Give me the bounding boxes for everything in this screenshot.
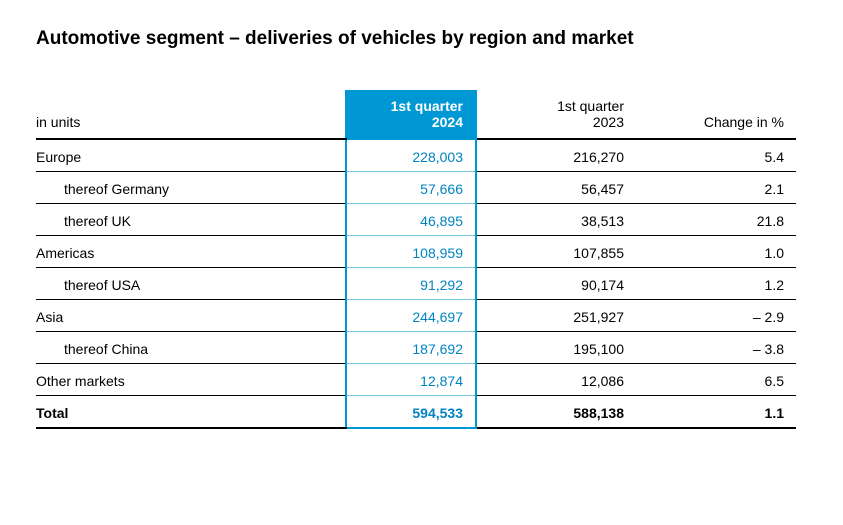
table-row: Asia 244,697 251,927 – 2.9 [36,300,796,332]
row-2023: 56,457 [476,172,636,204]
header-change: Change in % [636,90,796,139]
row-2024: 228,003 [346,139,476,172]
header-2023-line2: 2023 [593,114,624,130]
row-2024: 12,874 [346,364,476,396]
row-label: Americas [36,236,346,268]
table-header-row: in units 1st quarter 2024 1st quarter 20… [36,90,796,139]
table-row: Europe 228,003 216,270 5.4 [36,139,796,172]
row-label: thereof Germany [36,172,346,204]
header-2024-line1: 1st quarter [391,98,463,114]
page-title: Automotive segment – deliveries of vehic… [36,28,807,50]
row-change: – 3.8 [636,332,796,364]
table-row: thereof Germany 57,666 56,457 2.1 [36,172,796,204]
row-2023: 251,927 [476,300,636,332]
table-row: thereof China 187,692 195,100 – 3.8 [36,332,796,364]
table-body: Europe 228,003 216,270 5.4 thereof Germa… [36,139,796,428]
total-2024: 594,533 [346,396,476,429]
row-label: Other markets [36,364,346,396]
table-row: thereof USA 91,292 90,174 1.2 [36,268,796,300]
row-2023: 195,100 [476,332,636,364]
row-label: Asia [36,300,346,332]
row-2024: 108,959 [346,236,476,268]
row-2023: 90,174 [476,268,636,300]
header-2023: 1st quarter 2023 [476,90,636,139]
row-change: 6.5 [636,364,796,396]
header-units: in units [36,90,346,139]
row-2023: 107,855 [476,236,636,268]
table-row-total: Total 594,533 588,138 1.1 [36,396,796,429]
row-change: – 2.9 [636,300,796,332]
row-2023: 38,513 [476,204,636,236]
header-2023-line1: 1st quarter [557,98,624,114]
table-row: thereof UK 46,895 38,513 21.8 [36,204,796,236]
row-label: thereof UK [36,204,346,236]
table-row: Americas 108,959 107,855 1.0 [36,236,796,268]
row-change: 2.1 [636,172,796,204]
row-2024: 187,692 [346,332,476,364]
row-change: 5.4 [636,139,796,172]
row-2024: 244,697 [346,300,476,332]
row-label: Europe [36,139,346,172]
row-2023: 216,270 [476,139,636,172]
header-2024-line2: 2024 [359,114,463,130]
total-label: Total [36,396,346,429]
row-2023: 12,086 [476,364,636,396]
header-2024: 1st quarter 2024 [346,90,476,139]
table-row: Other markets 12,874 12,086 6.5 [36,364,796,396]
row-2024: 57,666 [346,172,476,204]
deliveries-table: in units 1st quarter 2024 1st quarter 20… [36,90,796,429]
row-change: 21.8 [636,204,796,236]
row-label: thereof China [36,332,346,364]
row-label: thereof USA [36,268,346,300]
row-2024: 46,895 [346,204,476,236]
row-2024: 91,292 [346,268,476,300]
row-change: 1.0 [636,236,796,268]
total-change: 1.1 [636,396,796,429]
row-change: 1.2 [636,268,796,300]
total-2023: 588,138 [476,396,636,429]
